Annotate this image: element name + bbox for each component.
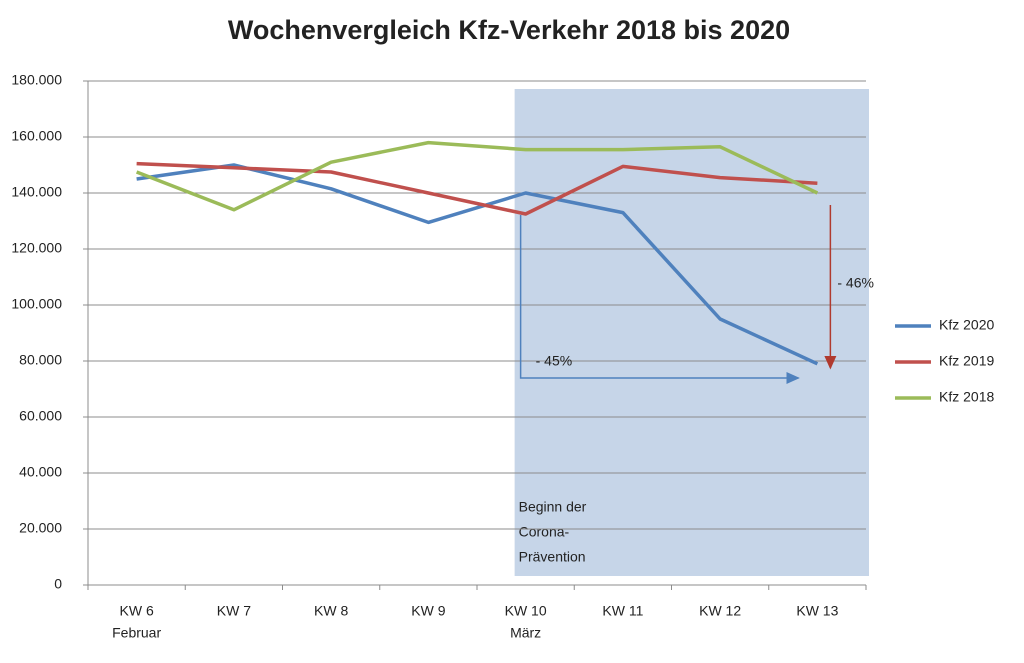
legend-label: Kfz 2018 [939,389,994,405]
x-tick-label: KW 11 [602,603,643,619]
x-tick-label: KW 9 [411,603,445,619]
region-label: Prävention [519,549,586,565]
y-tick-label: 180.000 [11,72,62,88]
y-tick-label: 20.000 [19,520,62,536]
y-tick-label: 120.000 [11,240,62,256]
annotation: - 46% [837,275,874,291]
annotation: - 45% [536,353,573,369]
legend-label: Kfz 2020 [939,317,994,333]
chart-title: Wochenvergleich Kfz-Verkehr 2018 bis 202… [228,15,790,45]
x-tick-sublabel: März [510,625,541,641]
x-tick-label: KW 6 [120,603,154,619]
x-tick-label: KW 13 [796,603,838,619]
series-line [135,140,819,212]
x-tick-label: KW 12 [699,603,741,619]
y-tick-label: 0 [54,576,62,592]
legend-label: Kfz 2019 [939,353,994,369]
region-label: Beginn der [519,499,587,515]
x-tick-label: KW 8 [314,603,348,619]
y-tick-label: 40.000 [19,464,62,480]
highlight-region [514,89,869,576]
y-tick-label: 60.000 [19,408,62,424]
arrow [519,215,800,384]
series-line [136,161,818,216]
x-tick-sublabel: Februar [112,625,161,641]
y-tick-label: 80.000 [19,352,62,368]
x-tick-label: KW 7 [217,603,251,619]
y-tick-label: 140.000 [11,184,62,200]
y-tick-label: 100.000 [11,296,62,312]
x-tick-label: KW 10 [505,603,547,619]
y-tick-label: 160.000 [11,128,62,144]
region-label: Corona- [519,524,570,540]
